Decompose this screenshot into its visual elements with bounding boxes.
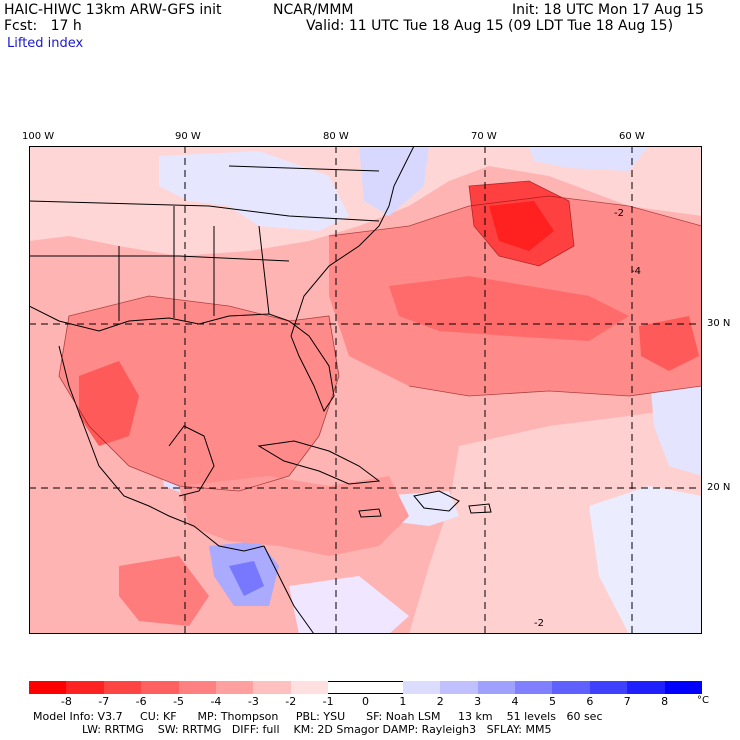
lat-label-20n: 20 N <box>707 482 731 493</box>
colorbar-tick-label: 5 <box>548 695 556 708</box>
colorbar-tick-label: 0 <box>362 695 369 708</box>
lon-label-100w: 100 W <box>22 131 55 142</box>
unstable-region-caribbean <box>179 476 409 556</box>
cuba-outline <box>257 440 381 485</box>
contour-label-3: -2 <box>534 618 544 629</box>
colorbar-tick-label: -7 <box>98 695 110 708</box>
valid-time: Valid: 11 UTC Tue 18 Aug 15 (09 LDT Tue … <box>306 18 674 34</box>
state-boundary-6 <box>29 255 290 262</box>
strong-core-band <box>389 276 629 341</box>
colorbar-segment <box>552 681 590 694</box>
colorbar-segment <box>290 681 329 694</box>
colorbar-tick-label: -4 <box>210 695 222 708</box>
stable-patch-appalachians <box>159 151 349 231</box>
stable-patch-south <box>289 576 409 634</box>
colorbar-segment <box>66 681 104 694</box>
lon-label-70w: 70 W <box>471 131 497 142</box>
model-title: HAIC-HIWC 13km ARW-GFS init <box>4 2 222 18</box>
colorbar-tick-label: -3 <box>247 695 259 708</box>
lon-label-60w: 60 W <box>619 131 645 142</box>
unstable-region-gulf <box>59 296 339 491</box>
colorbar-segment <box>29 681 67 694</box>
contour-label-2: -4 <box>631 266 641 277</box>
contour-line-4 <box>408 385 702 397</box>
model-info-line-1: Model Info: V3.7 CU: KF MP: Thompson PBL… <box>33 710 603 723</box>
colorbar-tick-label: -6 <box>135 695 147 708</box>
colorbar-segment <box>253 681 291 694</box>
jamaica-outline <box>358 508 382 518</box>
us-gulf-coastline <box>29 305 335 413</box>
model-info-line-2: LW: RRTMG SW: RRTMG DIFF: full KM: 2D Sm… <box>33 723 552 736</box>
forecast-hour: Fcst: 17 h <box>4 18 82 34</box>
unstable-region-south <box>119 556 209 626</box>
map-frame <box>29 146 702 634</box>
strong-core-east <box>639 316 699 371</box>
state-boundary-4 <box>258 225 270 315</box>
colorbar-segment <box>402 681 441 694</box>
colorbar-tick-label: -8 <box>60 695 72 708</box>
yucatan-coastline <box>168 425 215 497</box>
puerto-rico-outline <box>468 503 492 514</box>
init-time: Init: 18 UTC Mon 17 Aug 15 <box>512 2 704 18</box>
mexico-coastline <box>58 345 265 552</box>
lat-label-30n: 30 N <box>707 318 731 329</box>
colorbar-segment <box>328 681 366 694</box>
colorbar-segment <box>589 681 628 694</box>
colorbar-tick-label: 2 <box>436 695 444 708</box>
organization-label: NCAR/MMM <box>273 2 354 18</box>
contour-line-1 <box>58 295 340 492</box>
colorbar-tick-label: 4 <box>511 695 519 708</box>
strong-core-atlantic-north-2 <box>489 201 554 251</box>
colorbar-tick-label: -5 <box>173 695 185 708</box>
colorbar-tick-label: 1 <box>399 695 407 708</box>
colorbar-segment <box>103 681 142 694</box>
central-america-outline <box>263 545 315 634</box>
colorbar-tick-label: 6 <box>586 695 594 708</box>
colorbar-segment <box>141 681 179 694</box>
us-atlantic-coastline <box>290 146 415 337</box>
colorbar-segment <box>477 681 516 694</box>
contour-line-2 <box>328 195 702 237</box>
colorbar-segment <box>440 681 478 694</box>
colorbar-segment <box>215 681 254 694</box>
hispaniola-outline <box>413 490 460 512</box>
field-name: Lifted index <box>7 36 84 51</box>
colorbar-segment <box>627 681 665 694</box>
state-boundary-7 <box>228 165 380 172</box>
colorbar-segment <box>664 681 703 694</box>
colorbar-tick-label: -2 <box>285 695 297 708</box>
state-boundary-5 <box>29 200 380 222</box>
lifted-index-map: -2 -4 -2 <box>29 146 702 634</box>
colorbar-unit: °C <box>697 695 709 706</box>
colorbar-tick-label: -1 <box>322 695 334 708</box>
contour-line-3 <box>468 180 575 267</box>
stable-patch-atlantic-north <box>529 146 649 171</box>
colorbar-tick-label: 7 <box>623 695 631 708</box>
colorbar-segment <box>365 681 403 694</box>
stable-patch-central-america-2 <box>229 561 264 596</box>
contour-label-1: -2 <box>614 208 624 219</box>
stable-patch-southeast <box>589 486 702 634</box>
colorbar-segment <box>515 681 553 694</box>
lon-label-90w: 90 W <box>175 131 201 142</box>
strong-core-west-gulf <box>79 361 139 446</box>
colorbar-segment <box>178 681 216 694</box>
stable-patch-northeast <box>359 146 429 216</box>
colorbar-tick-label: 8 <box>661 695 669 708</box>
lon-label-80w: 80 W <box>323 131 349 142</box>
colorbar <box>29 681 703 694</box>
colorbar-tick-label: 3 <box>474 695 482 708</box>
